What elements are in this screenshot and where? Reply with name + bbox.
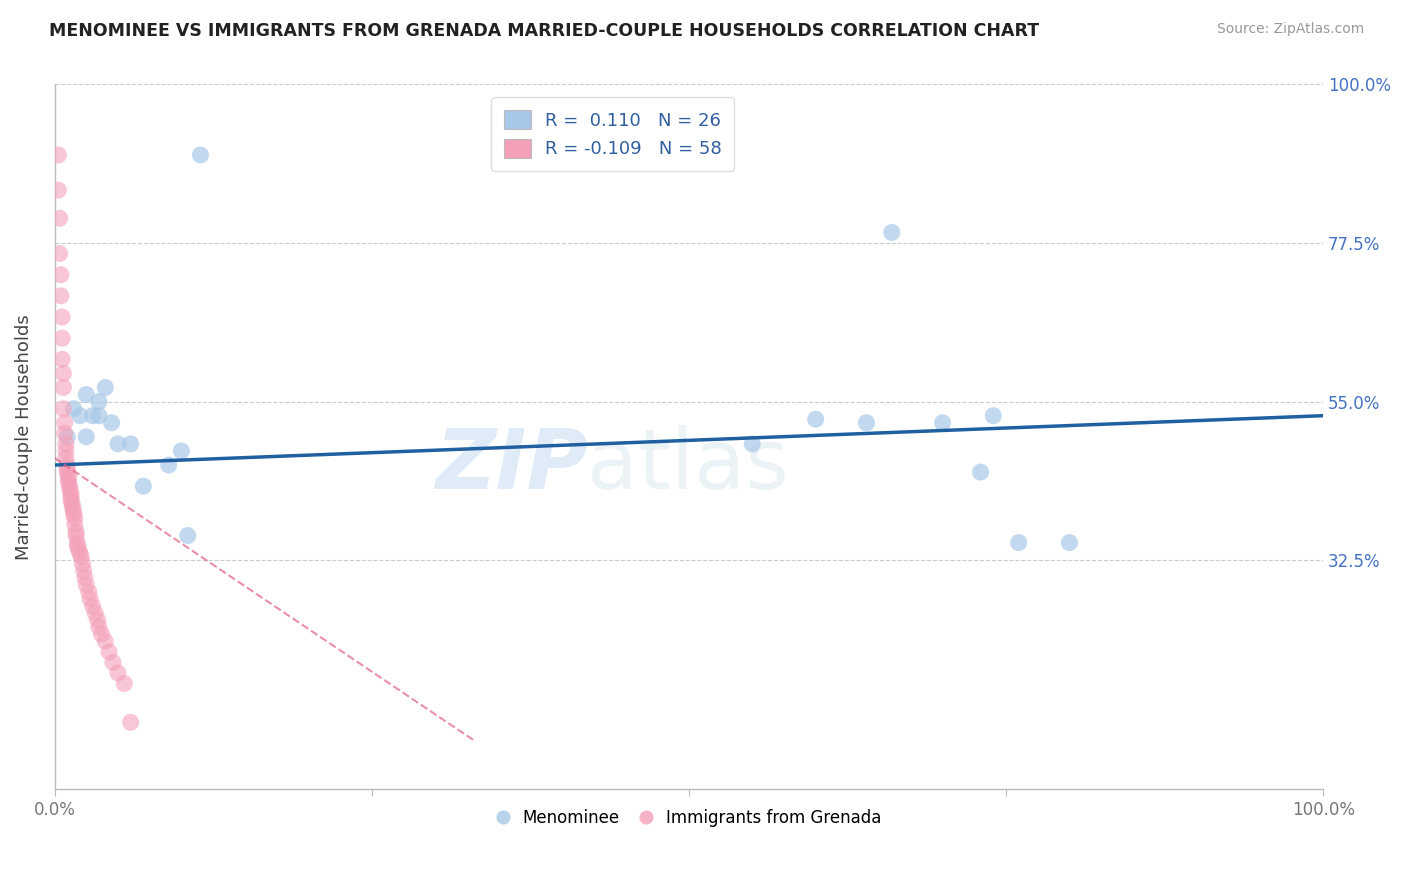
Point [931, 416, 953, 430]
Point [94, 380, 117, 394]
Point [49, 268, 72, 282]
Point [63, 517, 86, 532]
Point [66, 535, 89, 549]
Point [741, 437, 763, 451]
Point [132, 479, 155, 493]
Point [67, 542, 90, 557]
Point [75, 578, 97, 592]
Point [59, 479, 82, 493]
Point [55, 450, 77, 465]
Point [56, 461, 79, 475]
Point [51, 331, 73, 345]
Point [107, 665, 129, 680]
Point [73, 571, 96, 585]
Point [77, 585, 100, 599]
Point [94, 634, 117, 648]
Point [51, 352, 73, 367]
Point [75, 387, 97, 401]
Point [65, 528, 87, 542]
Point [84, 606, 107, 620]
Point [100, 416, 122, 430]
Point [48, 211, 70, 226]
Point [55, 437, 77, 451]
Point [58, 472, 80, 486]
Point [880, 226, 903, 240]
Point [75, 430, 97, 444]
Point [72, 557, 94, 571]
Point [46, 183, 69, 197]
Point [56, 465, 79, 479]
Point [60, 493, 83, 508]
Point [62, 504, 84, 518]
Point [855, 416, 877, 430]
Point [120, 715, 142, 730]
Point [1059, 535, 1081, 549]
Point [98, 645, 121, 659]
Point [51, 310, 73, 324]
Point [804, 412, 827, 426]
Point [66, 539, 89, 553]
Point [87, 409, 110, 423]
Point [62, 401, 84, 416]
Point [58, 475, 80, 490]
Point [70, 549, 93, 564]
Point [56, 458, 79, 472]
Point [79, 591, 101, 606]
Point [59, 483, 82, 497]
Point [82, 409, 104, 423]
Point [86, 613, 108, 627]
Y-axis label: Married-couple Households: Married-couple Households [15, 314, 32, 559]
Point [101, 656, 124, 670]
Point [48, 246, 70, 260]
Point [69, 546, 91, 560]
Point [60, 497, 83, 511]
Text: Source: ZipAtlas.com: Source: ZipAtlas.com [1216, 22, 1364, 37]
Point [82, 599, 104, 613]
Point [49, 289, 72, 303]
Point [63, 511, 86, 525]
Point [73, 564, 96, 578]
Point [60, 490, 83, 504]
Point [60, 500, 83, 515]
Point [90, 627, 112, 641]
Point [52, 380, 75, 394]
Point [46, 148, 69, 162]
Point [969, 465, 991, 479]
Point [981, 409, 1004, 423]
Point [56, 430, 79, 444]
Point [87, 394, 110, 409]
Point [157, 458, 180, 472]
Point [53, 416, 76, 430]
Point [52, 401, 75, 416]
Point [69, 409, 91, 423]
Point [62, 508, 84, 522]
Point [177, 528, 200, 542]
Point [55, 444, 77, 458]
Point [120, 437, 142, 451]
Point [87, 620, 110, 634]
Point [190, 148, 212, 162]
Point [107, 437, 129, 451]
Point [60, 486, 83, 500]
Text: MENOMINEE VS IMMIGRANTS FROM GRENADA MARRIED-COUPLE HOUSEHOLDS CORRELATION CHART: MENOMINEE VS IMMIGRANTS FROM GRENADA MAR… [49, 22, 1039, 40]
Point [112, 676, 135, 690]
Text: atlas: atlas [588, 425, 789, 506]
Point [58, 468, 80, 483]
Legend: Menominee, Immigrants from Grenada: Menominee, Immigrants from Grenada [489, 803, 889, 834]
Text: ZIP: ZIP [434, 425, 588, 506]
Point [65, 524, 87, 539]
Point [53, 426, 76, 441]
Point [1008, 535, 1031, 549]
Point [52, 367, 75, 381]
Point [170, 444, 193, 458]
